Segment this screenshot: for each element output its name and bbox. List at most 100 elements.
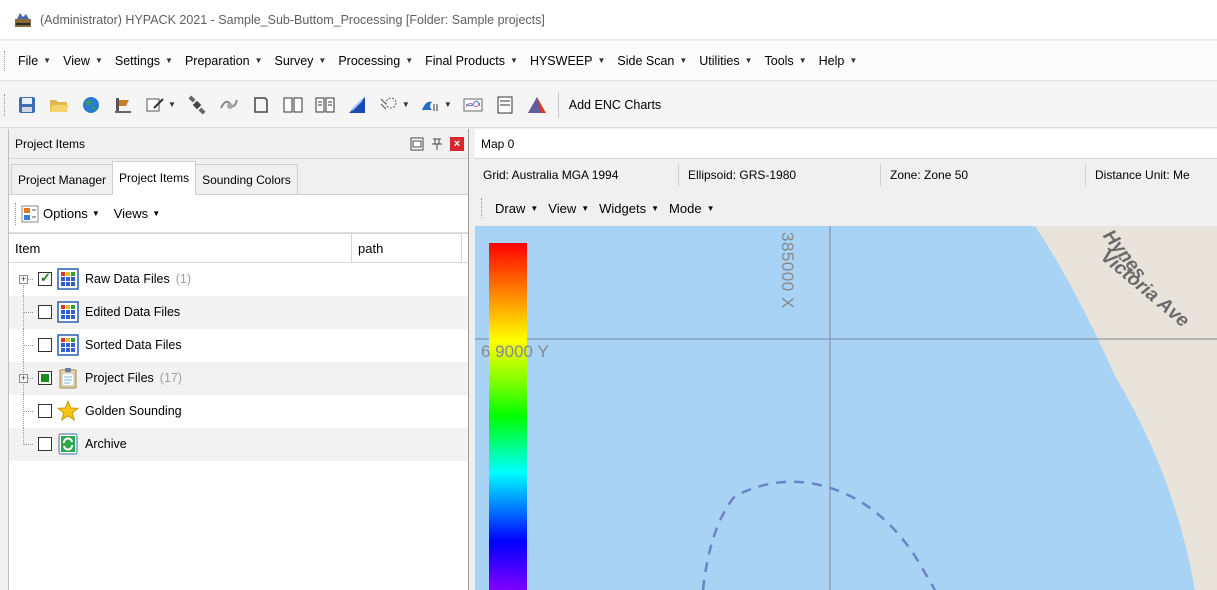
border-icon[interactable] bbox=[250, 94, 272, 116]
options-menu[interactable]: Options ▼ bbox=[43, 206, 100, 221]
checkbox-archive[interactable] bbox=[38, 437, 52, 451]
map-canvas[interactable]: 385000 X 6 9000 Y Hynes Victoria Ave bbox=[475, 226, 1217, 590]
y-coordinate-label: 6 9000 Y bbox=[481, 342, 549, 361]
tree-rows: + ✓ Raw Data Files (1) Edited Data Files … bbox=[9, 263, 468, 461]
save-icon[interactable] bbox=[16, 94, 38, 116]
map-drawing bbox=[475, 226, 1217, 590]
tree-row-raw-data-files[interactable]: + ✓ Raw Data Files (1) bbox=[9, 263, 468, 296]
options-icon[interactable] bbox=[21, 205, 39, 223]
distance-unit-label: Distance Unit: Me bbox=[1095, 168, 1190, 182]
tree-row-sorted-data-files[interactable]: Sorted Data Files bbox=[9, 329, 468, 362]
menu-help[interactable]: Help ▼ bbox=[818, 53, 858, 68]
menu-processing[interactable]: Processing ▼ bbox=[338, 53, 414, 68]
wave-icon[interactable] bbox=[346, 94, 368, 116]
menubar-grip[interactable] bbox=[4, 51, 6, 71]
map-toolbar-grip[interactable] bbox=[481, 198, 483, 218]
panel-title: Project Items bbox=[15, 136, 86, 151]
map-toolbar: Draw ▼ View ▼ Widgets ▼ Mode ▼ bbox=[475, 190, 1217, 226]
menu-file[interactable]: File ▼ bbox=[18, 53, 52, 68]
land-area bbox=[1035, 226, 1217, 590]
chart-icon[interactable] bbox=[462, 94, 484, 116]
x-coordinate-label: 385000 X bbox=[778, 232, 797, 309]
column-header-path[interactable]: path bbox=[352, 234, 462, 262]
matrix-icon[interactable] bbox=[218, 94, 240, 116]
globe-icon[interactable] bbox=[80, 94, 102, 116]
clipboard-icon bbox=[59, 368, 77, 389]
menu-view[interactable]: View ▼ bbox=[63, 53, 103, 68]
row-count: (1) bbox=[175, 272, 192, 286]
sounding-icon[interactable] bbox=[378, 94, 400, 116]
expand-icon[interactable]: + bbox=[19, 373, 28, 383]
pin-icon[interactable] bbox=[430, 137, 444, 151]
panel-tabs: Project Manager Project Items Sounding C… bbox=[9, 159, 468, 195]
window-title: (Administrator) HYPACK 2021 - Sample_Sub… bbox=[40, 12, 545, 27]
menu-hysweep[interactable]: HYSWEEP ▼ bbox=[529, 53, 606, 68]
hypack-app-icon bbox=[15, 12, 31, 27]
menu-settings[interactable]: Settings ▼ bbox=[114, 53, 173, 68]
row-label: Golden Sounding bbox=[85, 404, 182, 418]
project-items-panel: Project Items × Project Manager Project … bbox=[8, 129, 469, 590]
checkbox-sorted-data-files[interactable] bbox=[38, 338, 52, 352]
tide-dropdown-arrow[interactable]: ▼ bbox=[443, 100, 452, 109]
menu-bar: File ▼ View ▼ Settings ▼ Preparation ▼ Surve… bbox=[0, 41, 1217, 81]
tab-project-manager[interactable]: Project Manager bbox=[11, 164, 114, 194]
menu-preparation[interactable]: Preparation ▼ bbox=[184, 53, 263, 68]
menu-utilities[interactable]: Utilities ▼ bbox=[699, 53, 753, 68]
tree-row-archive[interactable]: Archive bbox=[9, 428, 468, 461]
tab-project-items[interactable]: Project Items bbox=[112, 161, 197, 195]
row-label: Edited Data Files bbox=[85, 305, 181, 319]
tree-row-golden-sounding[interactable]: Golden Sounding bbox=[9, 395, 468, 428]
row-label: Sorted Data Files bbox=[85, 338, 182, 352]
toolbar-separator bbox=[557, 91, 559, 118]
checkbox-project-files[interactable] bbox=[38, 371, 52, 385]
tide-icon[interactable] bbox=[420, 94, 442, 116]
menu-tools[interactable]: Tools ▼ bbox=[764, 53, 807, 68]
row-label: Raw Data Files bbox=[85, 272, 170, 286]
tab-sounding-colors[interactable]: Sounding Colors bbox=[195, 164, 298, 194]
expand-icon[interactable]: + bbox=[19, 274, 28, 284]
restore-icon[interactable] bbox=[410, 137, 424, 151]
tree-row-project-files[interactable]: + Project Files (17) bbox=[9, 362, 468, 395]
data-files-icon bbox=[57, 268, 79, 290]
add-enc-charts-button[interactable]: Add ENC Charts bbox=[568, 97, 662, 112]
open-folder-icon[interactable] bbox=[48, 94, 70, 116]
grid-header: Item path bbox=[9, 233, 468, 263]
sounding-color-scale bbox=[489, 243, 527, 590]
column-header-item[interactable]: Item bbox=[9, 234, 352, 262]
map-menu-widgets[interactable]: Widgets ▼ bbox=[599, 200, 660, 216]
map-menu-mode[interactable]: Mode ▼ bbox=[669, 200, 715, 216]
grid-label: Grid: Australia MGA 1994 bbox=[483, 168, 619, 182]
map-title: Map 0 bbox=[481, 136, 515, 151]
star-icon bbox=[57, 400, 79, 422]
data-files-icon bbox=[57, 301, 79, 323]
book-icon[interactable] bbox=[282, 94, 304, 116]
data-files-icon bbox=[57, 334, 79, 356]
sounding-dropdown-arrow[interactable]: ▼ bbox=[401, 100, 410, 109]
window-icon[interactable] bbox=[494, 94, 516, 116]
tree-row-edited-data-files[interactable]: Edited Data Files bbox=[9, 296, 468, 329]
checkbox-golden-sounding[interactable] bbox=[38, 404, 52, 418]
ellipsoid-label: Ellipsoid: GRS-1980 bbox=[688, 168, 797, 182]
tin-model-icon[interactable] bbox=[526, 94, 548, 116]
dual-book-icon[interactable] bbox=[314, 94, 336, 116]
map-menu-draw[interactable]: Draw ▼ bbox=[495, 200, 539, 216]
menu-side-scan[interactable]: Side Scan ▼ bbox=[617, 53, 688, 68]
toolbar-grip[interactable] bbox=[4, 94, 6, 116]
checkbox-edited-data-files[interactable] bbox=[38, 305, 52, 319]
row-label: Archive bbox=[85, 437, 127, 451]
panel-subbar: Options ▼ Views ▼ bbox=[9, 195, 468, 233]
menu-survey[interactable]: Survey ▼ bbox=[274, 53, 327, 68]
survey-track-line bbox=[701, 480, 937, 590]
boat-icon[interactable] bbox=[112, 94, 134, 116]
views-menu[interactable]: Views ▼ bbox=[113, 206, 161, 221]
checkbox-raw-data-files[interactable]: ✓ bbox=[38, 270, 52, 286]
satellite-icon[interactable] bbox=[186, 94, 208, 116]
row-count: (17) bbox=[159, 371, 183, 385]
map-menu-view[interactable]: View ▼ bbox=[548, 200, 590, 216]
close-icon[interactable]: × bbox=[450, 137, 464, 151]
edit-line-dropdown-arrow[interactable]: ▼ bbox=[168, 100, 176, 109]
menu-final-products[interactable]: Final Products ▼ bbox=[425, 53, 518, 68]
edit-line-icon[interactable] bbox=[144, 94, 166, 116]
title-bar: (Administrator) HYPACK 2021 - Sample_Sub… bbox=[0, 0, 1217, 40]
subbar-grip[interactable] bbox=[15, 202, 17, 225]
